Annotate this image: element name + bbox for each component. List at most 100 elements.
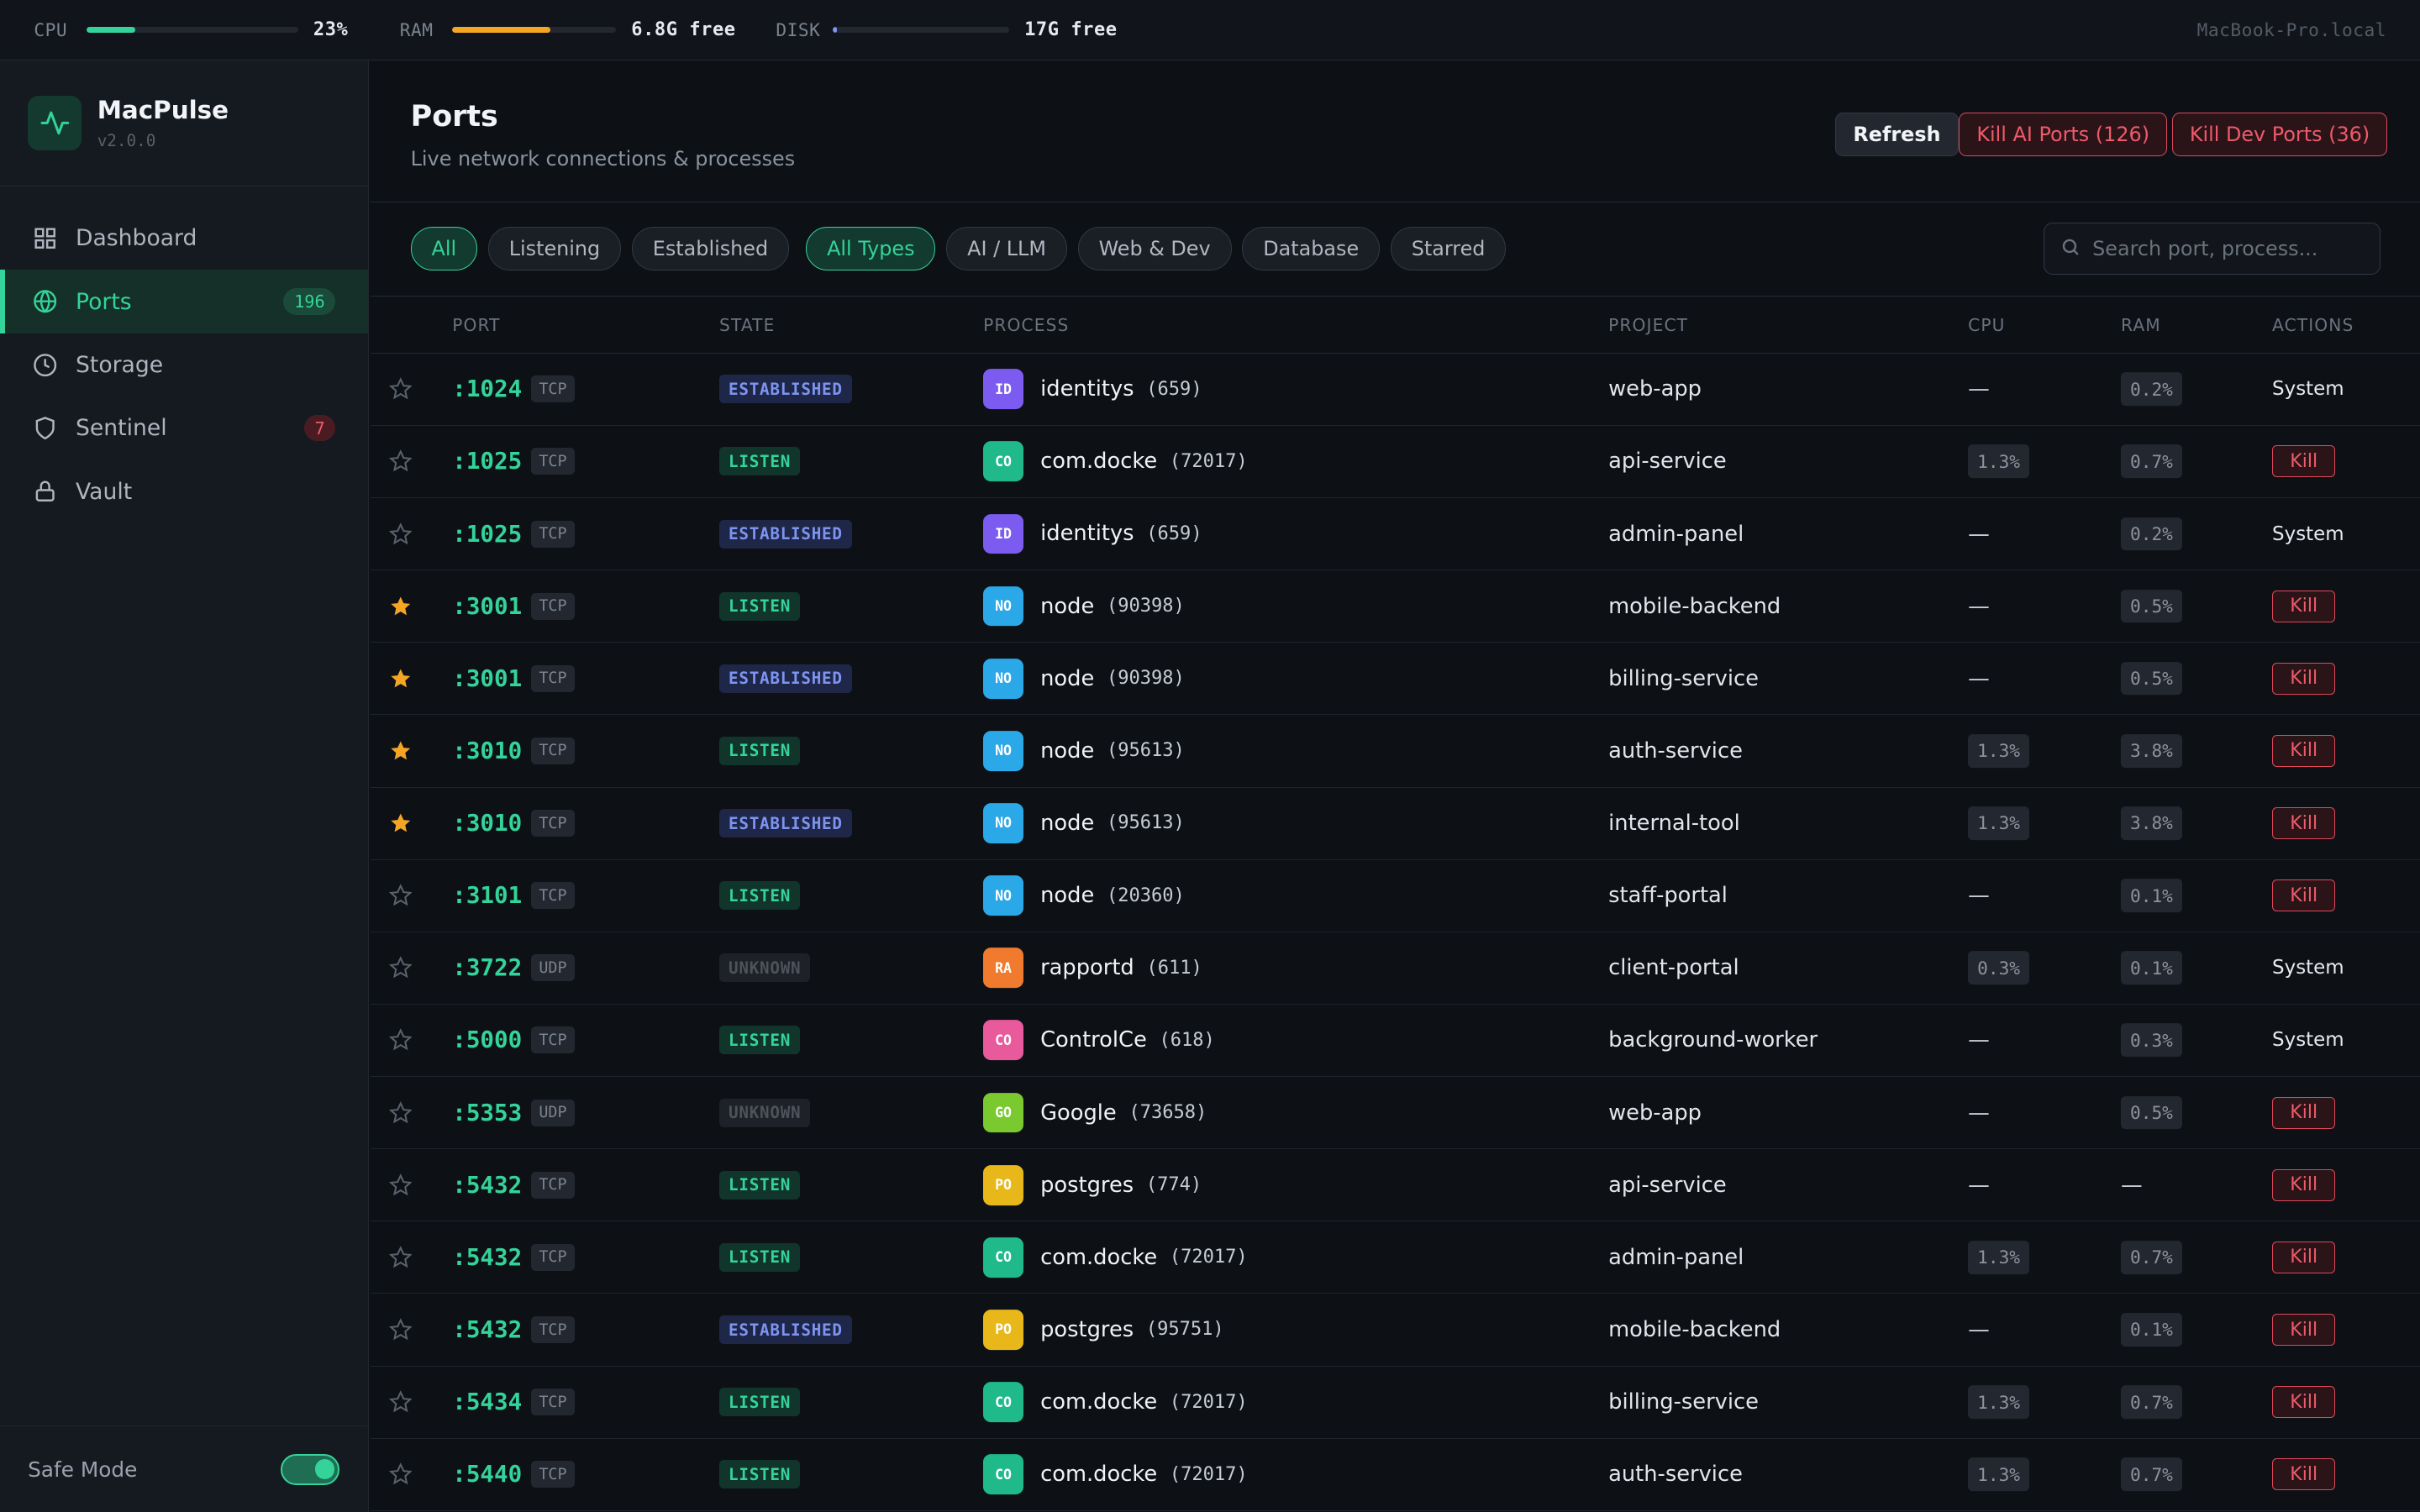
table-row[interactable]: :5434 TCP LISTEN CO com.docke (72017) bi… <box>370 1367 2420 1439</box>
process-pid: (72017) <box>1169 1463 1248 1485</box>
kill-button[interactable]: Kill <box>2272 1096 2336 1129</box>
port-cell: :5432 TCP <box>452 1243 575 1271</box>
kill-button[interactable]: Kill <box>2272 1314 2336 1347</box>
star-icon[interactable] <box>388 1246 413 1269</box>
table-row[interactable]: :5353 UDP UNKNOWN GO Google (73658) web-… <box>370 1077 2420 1150</box>
star-filled-icon[interactable] <box>389 739 413 763</box>
ram-value: 0.5% <box>2121 661 2182 696</box>
filter-bar: All Listening Established All Types AI /… <box>370 202 2420 297</box>
process-avatar: CO <box>983 1237 1023 1278</box>
star-icon[interactable] <box>388 522 413 546</box>
process-pid: (659) <box>1146 523 1202 544</box>
project-name: api-service <box>1608 1172 1727 1198</box>
table-row[interactable]: :5432 TCP LISTEN CO com.docke (72017) ad… <box>370 1221 2420 1294</box>
process-pid: (72017) <box>1169 1247 1248 1268</box>
safe-mode-row: Safe Mode <box>0 1425 368 1512</box>
sidebar-item-ports[interactable]: Ports 196 <box>0 270 369 333</box>
filter-database[interactable]: Database <box>1242 227 1381 270</box>
kill-button[interactable]: Kill <box>2272 662 2336 695</box>
process-cell: CO ControlCe (618) <box>983 1020 1215 1061</box>
ram-cell: — <box>2121 1173 2143 1198</box>
process-avatar: GO <box>983 1092 1023 1133</box>
star-icon[interactable] <box>388 1173 413 1197</box>
star-icon[interactable] <box>388 1462 413 1487</box>
kill-button[interactable]: Kill <box>2272 590 2336 622</box>
ram-cell: 3.8% <box>2121 806 2182 840</box>
star-icon[interactable] <box>388 377 413 401</box>
cpu-cell: 1.3% <box>1968 1385 2030 1420</box>
star-icon[interactable] <box>388 1100 413 1125</box>
cpu-cell: — <box>1968 1173 1990 1198</box>
project-name: web-app <box>1608 1100 1702 1126</box>
filter-all-types[interactable]: All Types <box>806 227 936 270</box>
kill-dev-ports-button[interactable]: Kill Dev Ports (36) <box>2171 113 2388 156</box>
star-filled-icon[interactable] <box>389 667 413 690</box>
kill-ai-ports-button[interactable]: Kill AI Ports (126) <box>1959 113 2168 156</box>
column-header-process[interactable]: PROCESS <box>983 314 1070 335</box>
sidebar-item-storage[interactable]: Storage <box>0 333 368 396</box>
star-icon[interactable] <box>388 1318 413 1341</box>
table-row[interactable]: :5432 TCP LISTEN PO postgres (774) api-s… <box>370 1149 2420 1222</box>
column-header-ram[interactable]: RAM <box>2121 314 2161 335</box>
filter-all[interactable]: All <box>410 227 477 270</box>
column-header-port[interactable]: PORT <box>452 314 501 335</box>
table-row[interactable]: :3010 TCP LISTEN NO node (95613) auth-se… <box>370 715 2420 788</box>
table-row[interactable]: :3722 UDP UNKNOWN RA rapportd (611) clie… <box>370 932 2420 1005</box>
safe-mode-toggle[interactable] <box>281 1453 340 1485</box>
search-input[interactable] <box>2092 236 2370 260</box>
star-icon[interactable] <box>388 884 413 907</box>
kill-button[interactable]: Kill <box>2272 807 2336 840</box>
table-row[interactable]: :5432 TCP ESTABLISHED PO postgres (95751… <box>370 1294 2420 1367</box>
star-icon[interactable] <box>388 1028 413 1053</box>
column-header-cpu[interactable]: CPU <box>1968 314 2006 335</box>
star-filled-icon[interactable] <box>389 811 413 835</box>
project-name: internal-tool <box>1608 811 1740 837</box>
filter-listening[interactable]: Listening <box>487 227 622 270</box>
star-icon[interactable] <box>388 1390 413 1414</box>
table-row[interactable]: :1025 TCP ESTABLISHED ID identitys (659)… <box>370 498 2420 571</box>
kill-button[interactable]: Kill <box>2272 1458 2336 1491</box>
filter-web-dev[interactable]: Web & Dev <box>1077 227 1232 270</box>
port-number: :5353 <box>452 1099 523 1126</box>
system-label: System <box>2272 957 2344 979</box>
table-row[interactable]: :3001 TCP LISTEN NO node (90398) mobile-… <box>370 570 2420 643</box>
table-row[interactable]: :5440 TCP LISTEN CO com.docke (72017) au… <box>370 1439 2420 1511</box>
state-badge: LISTEN <box>719 591 801 621</box>
sidebar-item-dashboard[interactable]: Dashboard <box>0 207 368 270</box>
kill-button[interactable]: Kill <box>2272 1241 2336 1273</box>
sidebar-item-vault[interactable]: Vault <box>0 459 368 522</box>
kill-button[interactable]: Kill <box>2272 1168 2336 1201</box>
table-row[interactable]: :1024 TCP ESTABLISHED ID identitys (659)… <box>370 354 2420 426</box>
refresh-button[interactable]: Refresh <box>1835 113 1959 156</box>
column-header-project[interactable]: PROJECT <box>1608 314 1689 335</box>
table-row[interactable]: :5000 TCP LISTEN CO ControlCe (618) back… <box>370 1005 2420 1078</box>
state-badge: ESTABLISHED <box>719 809 852 838</box>
table-row[interactable]: :1025 TCP LISTEN CO com.docke (72017) ap… <box>370 426 2420 498</box>
kill-button[interactable]: Kill <box>2272 1386 2336 1419</box>
port-cell: :1024 TCP <box>452 375 575 403</box>
table-row[interactable]: :3001 TCP ESTABLISHED NO node (90398) bi… <box>370 643 2420 716</box>
table-row[interactable]: :3101 TCP LISTEN NO node (20360) staff-p… <box>370 860 2420 932</box>
cpu-cell: — <box>1968 376 1990 402</box>
star-filled-icon[interactable] <box>389 595 413 618</box>
filter-starred[interactable]: Starred <box>1390 227 1507 270</box>
protocol-badge: TCP <box>531 810 575 837</box>
ram-value: 0.7% <box>2121 1241 2182 1274</box>
kill-button[interactable]: Kill <box>2272 879 2336 912</box>
process-pid: (774) <box>1145 1174 1202 1196</box>
sidebar-item-sentinel[interactable]: Sentinel 7 <box>0 396 368 459</box>
filter-established[interactable]: Established <box>631 227 790 270</box>
process-cell: ID identitys (659) <box>983 513 1202 554</box>
star-icon[interactable] <box>388 449 413 474</box>
filter-ai-llm[interactable]: AI / LLM <box>946 227 1067 270</box>
ram-cell: 0.2% <box>2121 372 2182 407</box>
app-name: MacPulse <box>97 96 229 125</box>
protocol-badge: TCP <box>531 375 575 403</box>
state-badge: UNKNOWN <box>719 1098 811 1127</box>
kill-button[interactable]: Kill <box>2272 445 2336 478</box>
table-row[interactable]: :3010 TCP ESTABLISHED NO node (95613) in… <box>370 788 2420 860</box>
table-header: PORT STATE PROCESS PROJECT CPU RAM ACTIO… <box>370 297 2420 354</box>
star-icon[interactable] <box>388 956 413 980</box>
column-header-state[interactable]: STATE <box>719 314 776 335</box>
kill-button[interactable]: Kill <box>2272 734 2336 767</box>
